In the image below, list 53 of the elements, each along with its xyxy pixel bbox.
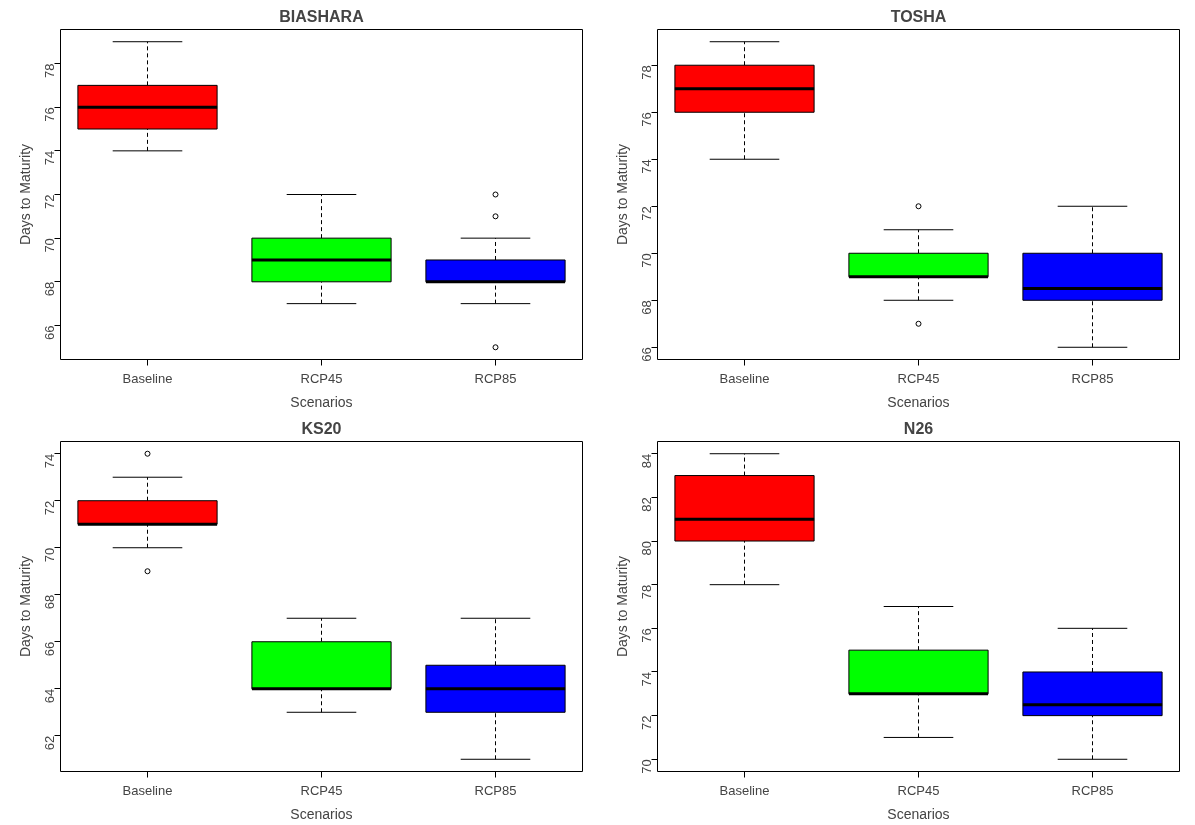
y-tick-label: 66	[42, 641, 57, 657]
x-tick-label: RCP45	[300, 782, 343, 798]
x-tick-label: RCP85	[474, 370, 517, 386]
x-axis-title: Scenarios	[887, 393, 950, 410]
y-tick-label: 70	[42, 238, 57, 253]
y-axis-title: Days to Maturity	[16, 555, 33, 658]
x-tick-label: Baseline	[719, 370, 770, 386]
y-tick-label: 70	[639, 759, 654, 774]
chart-title: N26	[903, 419, 934, 437]
y-tick-label: 74	[639, 671, 654, 687]
x-tick-label: Baseline	[122, 782, 173, 798]
y-tick-label: 76	[639, 628, 654, 643]
x-tick-label: RCP45	[300, 370, 343, 386]
x-tick-label: Baseline	[719, 782, 770, 798]
chart-title: KS20	[301, 419, 342, 437]
y-tick-label: 74	[42, 453, 57, 469]
x-axis-title: Scenarios	[290, 393, 353, 410]
y-tick-label: 76	[42, 107, 57, 122]
y-tick-label: 76	[639, 112, 654, 127]
x-axis-title: Scenarios	[887, 805, 950, 822]
y-tick-label: 62	[42, 735, 57, 751]
x-tick-label: Baseline	[122, 370, 173, 386]
x-tick-label: RCP85	[474, 782, 517, 798]
y-tick-label: 70	[639, 253, 654, 268]
x-tick-label: RCP85	[1071, 370, 1114, 386]
y-tick-label: 70	[42, 547, 57, 563]
y-tick-label: 74	[42, 150, 57, 166]
x-tick-label: RCP45	[897, 782, 940, 798]
y-tick-label: 64	[42, 688, 57, 704]
y-tick-label: 68	[42, 281, 57, 297]
y-tick-label: 78	[42, 63, 57, 79]
x-axis-title: Scenarios	[290, 805, 353, 822]
y-tick-label: 72	[42, 194, 57, 209]
y-tick-label: 72	[639, 715, 654, 731]
y-tick-label: 84	[639, 453, 654, 469]
y-axis-title: Days to Maturity	[613, 143, 630, 246]
y-tick-label: 78	[639, 65, 654, 80]
y-axis-title: Days to Maturity	[613, 555, 630, 658]
y-tick-label: 68	[42, 594, 57, 610]
chart-title: BIASHARA	[279, 7, 365, 25]
x-tick-label: RCP85	[1071, 782, 1114, 798]
y-tick-label: 68	[639, 300, 654, 315]
y-tick-label: 66	[639, 347, 654, 362]
y-tick-label: 74	[639, 159, 654, 174]
chart-title: TOSHA	[890, 7, 947, 25]
y-tick-label: 80	[639, 541, 654, 556]
y-tick-label: 66	[42, 325, 57, 340]
y-tick-label: 72	[639, 206, 654, 221]
x-tick-label: RCP45	[897, 370, 940, 386]
y-tick-label: 78	[639, 584, 654, 600]
y-tick-label: 82	[639, 497, 654, 512]
y-tick-label: 72	[42, 500, 57, 516]
y-axis-title: Days to Maturity	[16, 143, 33, 246]
